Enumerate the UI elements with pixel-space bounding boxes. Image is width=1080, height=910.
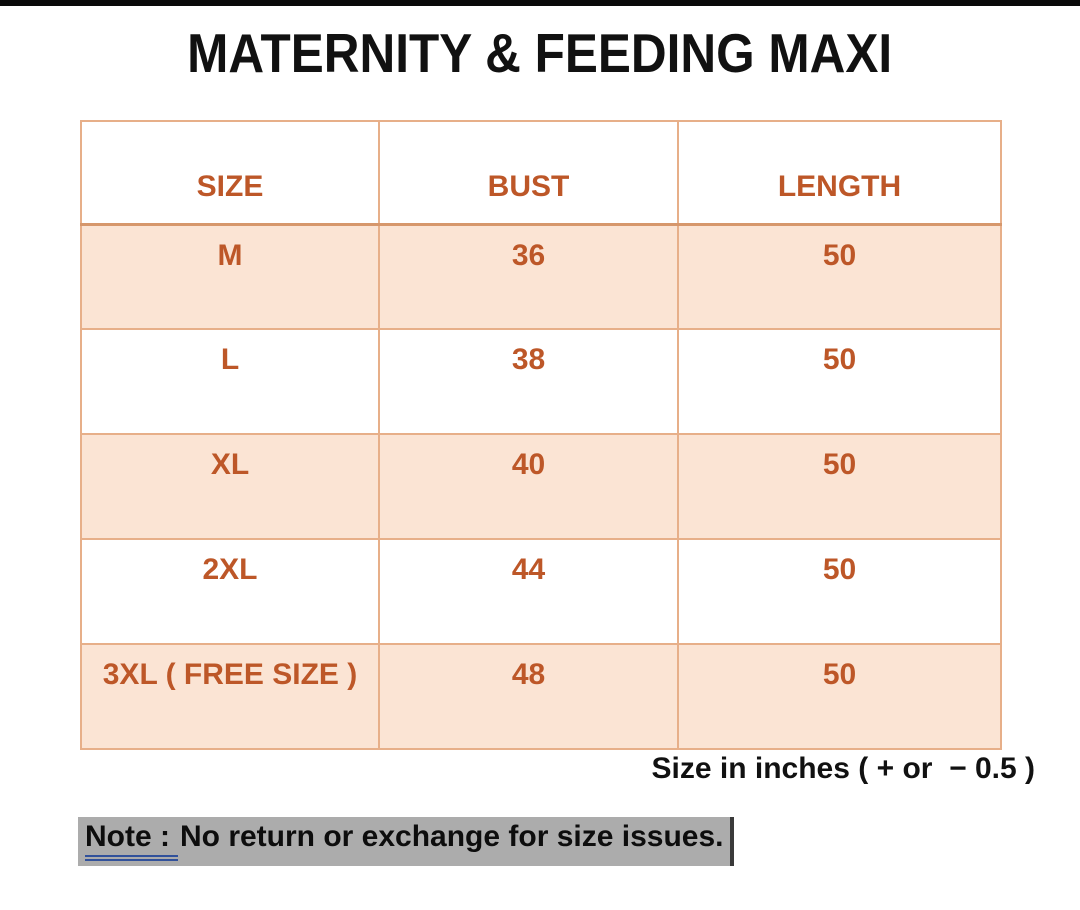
bust-cell: 48 [378, 643, 679, 750]
note-text: No return or exchange for size issues. [180, 820, 724, 853]
size-cell: M [80, 223, 380, 330]
bust-cell: 44 [378, 538, 679, 645]
length-cell: 50 [677, 433, 1002, 540]
page-title-wrap: MATERNITY & FEEDING MAXI [0, 22, 1080, 85]
bust-cell: 40 [378, 433, 679, 540]
column-header-length: LENGTH [677, 120, 1002, 226]
size-cell: 2XL [80, 538, 380, 645]
size-chart-table: SIZE BUST LENGTH M 36 50 L 38 50 XL 40 5… [80, 120, 1002, 750]
length-cell: 50 [677, 223, 1002, 330]
note-bar: Note : No return or exchange for size iss… [78, 817, 734, 866]
table-row: XL 40 50 [80, 433, 1002, 540]
header-row: SIZE BUST LENGTH [80, 120, 1002, 226]
page-title: MATERNITY & FEEDING MAXI [187, 22, 893, 84]
column-header-bust: BUST [378, 120, 679, 226]
column-header-size: SIZE [80, 120, 380, 226]
table-row: M 36 50 [80, 223, 1002, 330]
bust-cell: 36 [378, 223, 679, 330]
size-cell: XL [80, 433, 380, 540]
length-cell: 50 [677, 328, 1002, 435]
bust-cell: 38 [378, 328, 679, 435]
note-label: Note : [85, 820, 178, 861]
length-cell: 50 [677, 538, 1002, 645]
size-tolerance-footnote: Size in inches ( + or − 0.5 ) [651, 752, 1035, 785]
size-cell: L [80, 328, 380, 435]
table-row: 2XL 44 50 [80, 538, 1002, 645]
table-row: L 38 50 [80, 328, 1002, 435]
size-cell: 3XL ( FREE SIZE ) [80, 643, 380, 750]
top-edge-bar [0, 0, 1080, 6]
table-row: 3XL ( FREE SIZE ) 48 50 [80, 643, 1002, 750]
length-cell: 50 [677, 643, 1002, 750]
